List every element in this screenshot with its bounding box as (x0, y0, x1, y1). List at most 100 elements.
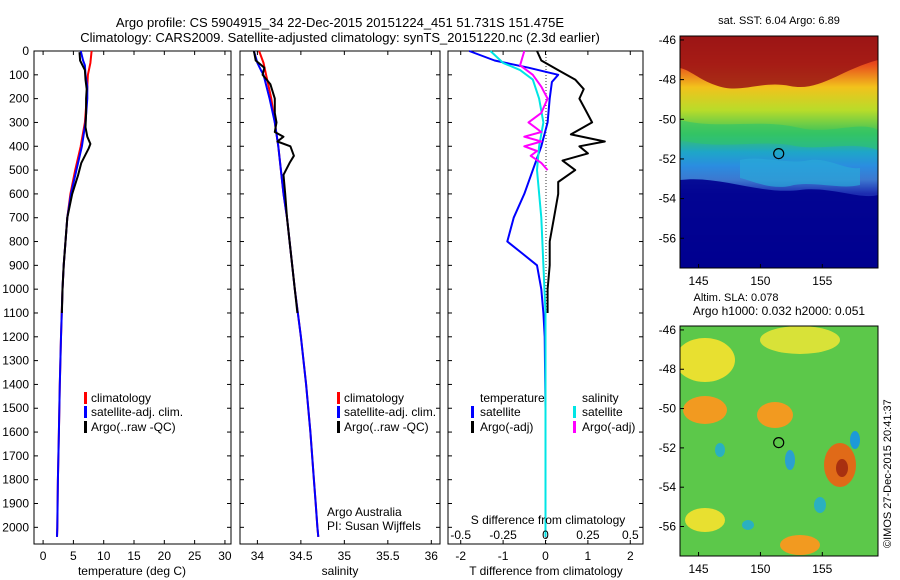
legend-swatch-climatology (84, 392, 87, 404)
map-lon-label: 155 (812, 274, 832, 288)
legend-label-satellite: satellite-adj. clim. (91, 405, 183, 419)
legend-swatch-argo (84, 421, 87, 433)
sla-yellow-patch (760, 326, 840, 354)
depth-tick-label: 800 (9, 235, 29, 249)
depth-tick-label: 1200 (2, 330, 29, 344)
x-tick-label: 20 (158, 549, 172, 563)
figure-title-line2: Climatology: CARS2009. Satellite-adjuste… (80, 30, 600, 45)
map-lat-label: -56 (659, 231, 677, 245)
x2-tick-label: -0.5 (450, 528, 471, 542)
x-tick-label: 10 (97, 549, 111, 563)
x2-tick-label: 0.5 (622, 528, 639, 542)
x-tick-label: 36 (425, 549, 439, 563)
sst-green-band (680, 120, 878, 150)
sla-cyan-eddy (715, 443, 725, 457)
map-lon-label: 150 (750, 562, 770, 576)
x2-tick-label: 0.25 (576, 528, 600, 542)
annotation-pi: PI: Susan Wijffels (327, 519, 421, 533)
x2-tick-label: 0 (542, 528, 549, 542)
sla-orange-eddy (757, 402, 793, 428)
depth-tick-label: 1900 (2, 497, 29, 511)
depth-tick-label: 1800 (2, 473, 29, 487)
series-line-2 (489, 50, 547, 537)
x-tick-label: 0 (40, 549, 47, 563)
x-tick-label: 15 (127, 549, 141, 563)
depth-tick-label: 1100 (3, 306, 29, 320)
sla-map-title-line2: Argo h1000: 0.032 h2000: 0.051 (693, 304, 865, 318)
map-lat-label: -48 (659, 362, 677, 376)
series-line-3 (519, 50, 549, 171)
sst-warm-core (680, 36, 878, 89)
sst-map-frame (679, 35, 879, 269)
salinity-plot-frame (239, 50, 441, 545)
sla-orange-eddy (683, 396, 727, 424)
temperature-ticks: 0 5 10 15 20 25 30 (34, 50, 232, 563)
difference-profiles (468, 50, 606, 537)
depth-tick-label: 500 (9, 163, 29, 177)
legend-swatch-temp-argo (471, 421, 474, 433)
map-lat-label: -54 (659, 480, 677, 494)
map-lat-label: -46 (659, 33, 677, 47)
depth-tick-label: 1500 (2, 401, 29, 415)
legend-label-sal-satellite: satellite (582, 405, 623, 419)
argo-position-marker (773, 148, 785, 160)
legend-label-argo: Argo(..raw -QC) (344, 420, 429, 434)
sla-cyan-eddy (785, 450, 795, 470)
legend-title-salinity: salinity (582, 391, 619, 405)
map-lon-label: 145 (689, 562, 709, 576)
x-tick-label: -1 (498, 549, 509, 563)
credit-stamp: ©IMOS 27-Dec-2015 20:41:37 (882, 399, 894, 548)
depth-tick-label: 200 (9, 92, 29, 106)
x-tick-label: 30 (218, 549, 232, 563)
x-tick-label: 34.5 (289, 549, 313, 563)
legend-label-argo: Argo(..raw -QC) (91, 420, 176, 434)
legend-label-temp-argo: Argo(-adj) (480, 420, 533, 434)
annotation-program: Argo Australia (327, 505, 402, 519)
depth-tick-label: 0 (22, 44, 29, 58)
legend-swatch-argo (337, 421, 340, 433)
sst-cold-region (680, 179, 878, 268)
x-tick-label: 1 (585, 549, 592, 563)
x-tick-label: 35 (338, 549, 352, 563)
legend-label-sal-argo: Argo(-adj) (582, 420, 635, 434)
argo-position-marker (773, 437, 785, 449)
series-line-2 (60, 52, 92, 314)
sst-map-title: sat. SST: 6.04 Argo: 6.89 (718, 15, 840, 27)
temperature-plot-frame (33, 50, 232, 545)
difference-legend: temperature salinity satellite Argo(-adj… (471, 391, 635, 434)
figure-title-line1: Argo profile: CS 5904915_34 22-Dec-2015 … (116, 15, 564, 30)
depth-tick-label: 1400 (2, 377, 29, 391)
x-tick-label: 34 (251, 549, 265, 563)
map-lon-label: 145 (689, 274, 709, 288)
sla-map-ticks: -46 -48 -50 -52 -54 -56 145 150 155 (659, 323, 833, 576)
sla-map-frame (679, 325, 879, 557)
legend-title-temperature: temperature (480, 391, 545, 405)
legend-swatch-satellite (84, 406, 87, 418)
depth-tick-label: 400 (9, 139, 29, 153)
depth-tick-label: 1000 (2, 282, 29, 296)
x-tick-label: 35.5 (376, 549, 400, 563)
map-lat-label: -56 (659, 520, 677, 534)
temperature-xlabel: temperature (deg C) (78, 564, 186, 578)
salinity-xlabel: salinity (322, 564, 359, 578)
x-tick-label: -2 (455, 549, 466, 563)
sst-field (680, 36, 878, 268)
sla-orange-eddy (780, 535, 820, 555)
salinity-legend: climatology satellite-adj. clim. Argo(..… (337, 391, 436, 434)
depth-tick-label: 300 (9, 115, 29, 129)
depth-tick-label: 700 (9, 211, 29, 225)
sla-yellow-patch (680, 338, 735, 382)
depth-tick-label: 600 (9, 187, 29, 201)
legend-label-climatology: climatology (91, 391, 151, 405)
depth-tick-label: 1300 (2, 354, 29, 368)
difference-panel: -2 -1 0 1 2 T difference from climatology S … (447, 50, 644, 578)
map-lat-label: -50 (659, 402, 677, 416)
depth-tick-label: 100 (9, 68, 29, 82)
series-line-1 (536, 50, 606, 313)
map-lon-label: 150 (750, 274, 770, 288)
legend-label-temp-satellite: satellite (480, 405, 521, 419)
map-lat-label: -54 (659, 192, 677, 206)
map-lon-label: 155 (812, 562, 832, 576)
legend-swatch-sal-satellite (573, 406, 576, 418)
